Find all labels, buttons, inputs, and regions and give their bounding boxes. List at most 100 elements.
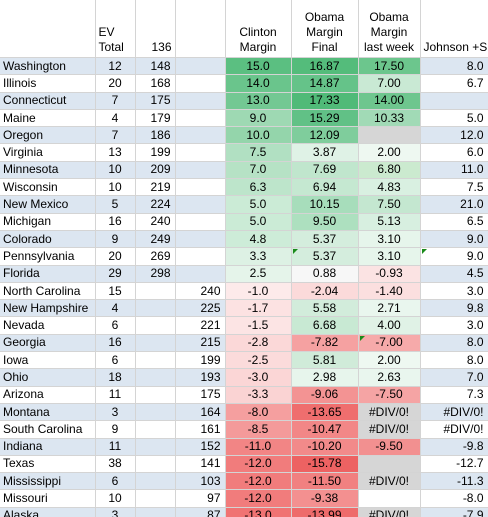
cell-obama-last-week[interactable]: 10.33: [358, 109, 421, 128]
cell-ev[interactable]: 29: [95, 265, 136, 283]
cell-johnson[interactable]: -7.9: [420, 507, 488, 517]
header-johnson[interactable]: Johnson +S: [420, 0, 488, 58]
cell-state[interactable]: Minnesota: [0, 161, 96, 180]
cell-dem-total[interactable]: 186: [135, 126, 176, 145]
cell-rep-total[interactable]: 152: [175, 438, 226, 456]
cell-state[interactable]: New Mexico: [0, 195, 96, 214]
cell-dem-total[interactable]: 219: [135, 178, 176, 197]
cell-rep-total[interactable]: 175: [175, 386, 226, 404]
cell-ev[interactable]: 4: [95, 299, 136, 318]
cell-obama-final[interactable]: 9.50: [291, 213, 359, 231]
cell-rep-total[interactable]: [175, 265, 226, 283]
cell-obama-final[interactable]: -9.38: [291, 489, 359, 508]
cell-ev[interactable]: 10: [95, 161, 136, 180]
cell-ev[interactable]: 7: [95, 92, 136, 110]
cell-johnson[interactable]: [420, 92, 488, 110]
cell-state[interactable]: Iowa: [0, 351, 96, 370]
cell-rep-total[interactable]: [175, 126, 226, 145]
cell-obama-final[interactable]: 5.37: [291, 247, 359, 266]
cell-ev[interactable]: 6: [95, 316, 136, 335]
cell-ev[interactable]: 16: [95, 213, 136, 231]
cell-state[interactable]: Illinois: [0, 74, 96, 93]
cell-obama-final[interactable]: 6.68: [291, 316, 359, 335]
cell-clinton-margin[interactable]: -12.0: [225, 489, 292, 508]
cell-dem-total[interactable]: [135, 455, 176, 474]
cell-johnson[interactable]: 8.0: [420, 57, 488, 76]
cell-rep-total[interactable]: 141: [175, 455, 226, 474]
cell-obama-final[interactable]: 5.81: [291, 351, 359, 370]
cell-dem-total[interactable]: 240: [135, 213, 176, 231]
cell-rep-total[interactable]: [175, 92, 226, 110]
cell-clinton-margin[interactable]: 10.0: [225, 126, 292, 145]
cell-johnson[interactable]: 8.0: [420, 334, 488, 353]
cell-clinton-margin[interactable]: 2.5: [225, 265, 292, 283]
cell-state[interactable]: Florida: [0, 265, 96, 283]
cell-ev[interactable]: 9: [95, 420, 136, 439]
cell-johnson[interactable]: 6.5: [420, 213, 488, 231]
cell-obama-last-week[interactable]: 4.83: [358, 178, 421, 197]
cell-johnson[interactable]: 3.0: [420, 282, 488, 301]
cell-dem-total[interactable]: 269: [135, 247, 176, 266]
cell-dem-total[interactable]: [135, 438, 176, 456]
cell-dem-total[interactable]: 168: [135, 74, 176, 93]
cell-state[interactable]: Nevada: [0, 316, 96, 335]
cell-obama-final[interactable]: -2.04: [291, 282, 359, 301]
cell-obama-final[interactable]: -10.47: [291, 420, 359, 439]
cell-clinton-margin[interactable]: -3.0: [225, 368, 292, 387]
cell-state[interactable]: Connecticut: [0, 92, 96, 110]
header-obama-final[interactable]: Obama Margin Final: [291, 0, 359, 58]
cell-obama-last-week[interactable]: #DIV/0!: [358, 420, 421, 439]
cell-obama-final[interactable]: 6.94: [291, 178, 359, 197]
cell-johnson[interactable]: 8.0: [420, 351, 488, 370]
cell-obama-last-week[interactable]: 3.10: [358, 247, 421, 266]
cell-obama-last-week[interactable]: [358, 489, 421, 508]
cell-dem-total[interactable]: 298: [135, 265, 176, 283]
cell-dem-total[interactable]: [135, 507, 176, 517]
cell-state[interactable]: South Carolina: [0, 420, 96, 439]
cell-dem-total[interactable]: 224: [135, 195, 176, 214]
cell-state[interactable]: Arizona: [0, 386, 96, 404]
cell-obama-last-week[interactable]: [358, 455, 421, 474]
cell-obama-final[interactable]: 12.09: [291, 126, 359, 145]
cell-clinton-margin[interactable]: 14.0: [225, 74, 292, 93]
cell-clinton-margin[interactable]: -1.0: [225, 282, 292, 301]
cell-state[interactable]: New Hampshire: [0, 299, 96, 318]
cell-ev[interactable]: 3: [95, 403, 136, 422]
header-obama-last-week[interactable]: Obama Margin last week: [358, 0, 421, 58]
cell-rep-total[interactable]: [175, 109, 226, 128]
cell-rep-total[interactable]: 199: [175, 351, 226, 370]
cell-johnson[interactable]: #DIV/0!: [420, 403, 488, 422]
cell-rep-total[interactable]: [175, 143, 226, 162]
cell-rep-total[interactable]: 215: [175, 334, 226, 353]
cell-clinton-margin[interactable]: -1.5: [225, 316, 292, 335]
cell-obama-final[interactable]: -11.50: [291, 472, 359, 491]
cell-ev[interactable]: 3: [95, 507, 136, 517]
cell-ev[interactable]: 11: [95, 386, 136, 404]
cell-johnson[interactable]: 7.0: [420, 368, 488, 387]
cell-clinton-margin[interactable]: 15.0: [225, 57, 292, 76]
cell-clinton-margin[interactable]: -11.0: [225, 438, 292, 456]
cell-state[interactable]: Washington: [0, 57, 96, 76]
cell-johnson[interactable]: 21.0: [420, 195, 488, 214]
cell-state[interactable]: Colorado: [0, 230, 96, 249]
header-ev-total[interactable]: EV Total: [95, 0, 136, 58]
cell-dem-total[interactable]: [135, 282, 176, 301]
cell-johnson[interactable]: -11.3: [420, 472, 488, 491]
cell-obama-last-week[interactable]: 7.00: [358, 74, 421, 93]
cell-clinton-margin[interactable]: 5.0: [225, 213, 292, 231]
cell-johnson[interactable]: 4.5: [420, 265, 488, 283]
cell-rep-total[interactable]: 164: [175, 403, 226, 422]
header-state[interactable]: [0, 0, 96, 58]
cell-dem-total[interactable]: [135, 334, 176, 353]
cell-ev[interactable]: 18: [95, 368, 136, 387]
cell-ev[interactable]: 6: [95, 351, 136, 370]
cell-dem-total[interactable]: 148: [135, 57, 176, 76]
cell-obama-last-week[interactable]: 2.63: [358, 368, 421, 387]
cell-ev[interactable]: 10: [95, 178, 136, 197]
cell-obama-last-week[interactable]: #DIV/0!: [358, 507, 421, 517]
cell-state[interactable]: Oregon: [0, 126, 96, 145]
cell-clinton-margin[interactable]: 7.0: [225, 161, 292, 180]
cell-clinton-margin[interactable]: -3.3: [225, 386, 292, 404]
cell-rep-total[interactable]: [175, 247, 226, 266]
cell-clinton-margin[interactable]: 4.8: [225, 230, 292, 249]
